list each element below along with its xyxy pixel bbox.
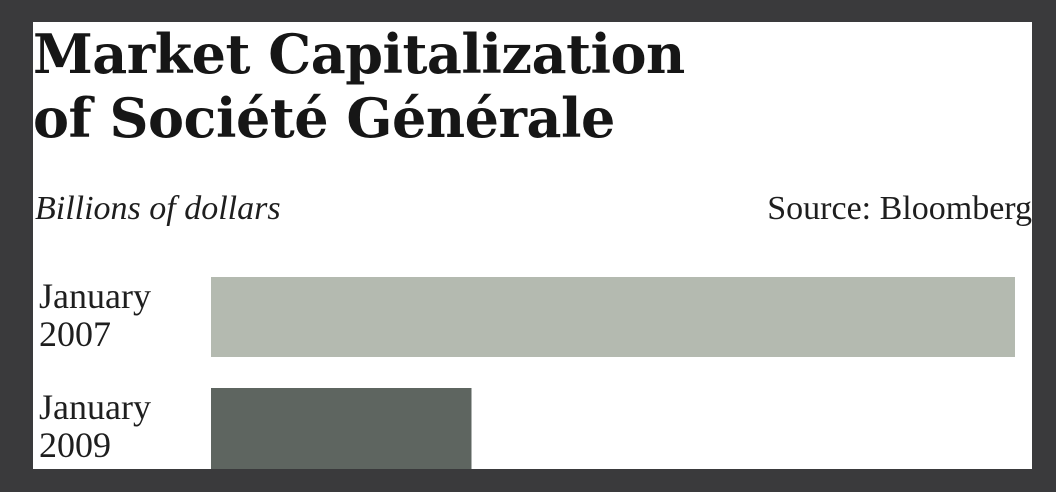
chart-panel: Market Capitalization of Société Général… [33,22,1032,469]
bar-january-2007 [211,277,1015,357]
category-label-jan-2007-year: 2007 [39,314,111,354]
category-label-jan-2007: January 2007 [39,277,151,353]
bar-january-2009 [211,388,472,469]
category-label-jan-2009: January 2009 [39,388,151,464]
chart-subtitle-units: Billions of dollars [35,190,281,227]
chart-title: Market Capitalization of Société Général… [33,22,685,150]
category-label-jan-2009-month: January [39,387,151,427]
category-label-jan-2009-year: 2009 [39,425,111,465]
bar-chart-plot [211,277,1015,469]
chart-source-note: Source: Bloomberg [767,190,1032,227]
chart-title-line-2: of Société Générale [33,86,615,150]
category-label-jan-2007-month: January [39,276,151,316]
chart-title-line-1: Market Capitalization [33,22,685,86]
